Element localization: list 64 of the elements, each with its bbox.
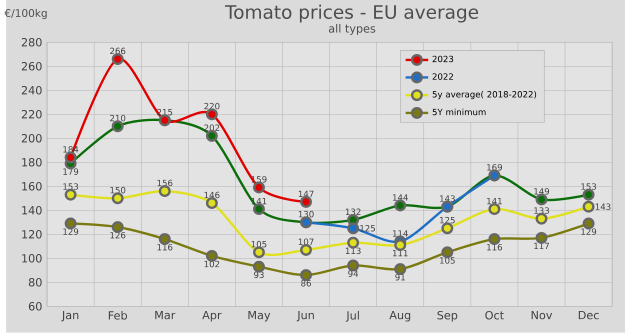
data-label: 113 — [346, 248, 361, 254]
data-label: 143 — [440, 195, 455, 202]
x-tick-label: Jun — [296, 311, 314, 322]
data-label: 93 — [254, 272, 264, 278]
point — [253, 260, 265, 273]
legend-label: 5Y minimum — [432, 108, 486, 116]
point — [347, 260, 360, 272]
y-tick-label: 180 — [22, 158, 42, 167]
data-label: 116 — [158, 244, 172, 251]
x-tick-label: Mar — [155, 311, 176, 320]
point — [582, 200, 595, 213]
point — [300, 196, 312, 208]
y-tick-label: 260 — [22, 62, 42, 71]
data-label: 107 — [298, 238, 314, 246]
data-label: 149 — [534, 188, 550, 195]
x-tick-label: Jul — [346, 311, 359, 322]
y-tick-label: 220 — [22, 110, 42, 119]
data-label: 169 — [487, 164, 502, 171]
x-tick-label: Sep — [437, 311, 458, 322]
x-tick-label: Apr — [202, 311, 222, 322]
point — [394, 263, 406, 276]
data-label: 141 — [487, 198, 502, 204]
chart-title: Tomato prices - EU average — [224, 4, 478, 23]
x-tick-label: Feb — [108, 311, 128, 320]
y-tick-label: 120 — [22, 230, 42, 239]
x-tick-label: Dec — [578, 311, 599, 320]
y-axis-title: €/100kg — [4, 9, 47, 20]
point — [300, 244, 312, 256]
y-tick-label: 60 — [28, 302, 42, 311]
data-label: 144 — [392, 194, 408, 201]
data-label: 91 — [395, 274, 405, 281]
data-label: 146 — [204, 192, 220, 198]
x-tick-label: Aug — [389, 311, 410, 322]
y-tick-label: 140 — [22, 206, 42, 215]
y-tick-label: 80 — [28, 278, 42, 287]
data-label: 129 — [581, 228, 596, 235]
chart-subtitle: all types — [328, 24, 376, 36]
data-label: 125 — [360, 225, 375, 232]
data-label: 129 — [63, 228, 78, 235]
legend-label: 2023 — [432, 56, 454, 62]
data-label: 116 — [487, 244, 502, 251]
data-label: 147 — [298, 190, 314, 198]
y-tick-label: 160 — [22, 182, 42, 191]
point — [206, 130, 218, 142]
data-label: 266 — [110, 48, 126, 54]
y-tick-label: 280 — [22, 38, 42, 47]
y-tick-label: 240 — [22, 86, 42, 95]
legend-label: 2022 — [432, 73, 453, 80]
point — [347, 222, 360, 234]
x-tick-label: Oct — [485, 311, 504, 320]
data-label: 156 — [158, 180, 172, 186]
point — [300, 269, 312, 282]
data-label: 126 — [110, 232, 126, 239]
x-tick-label: Jan — [61, 311, 78, 322]
data-label: 94 — [348, 270, 358, 278]
y-tick-label: 100 — [22, 254, 42, 263]
legend-label: 5y average( 2018-2022) — [432, 91, 536, 100]
x-tick-label: Nov — [532, 311, 552, 320]
data-label: 143 — [596, 204, 610, 210]
data-label: 132 — [346, 208, 360, 216]
point — [64, 152, 77, 164]
data-label: 86 — [301, 280, 311, 287]
y-tick-label: 200 — [22, 134, 42, 143]
x-tick-label: May — [248, 311, 270, 322]
